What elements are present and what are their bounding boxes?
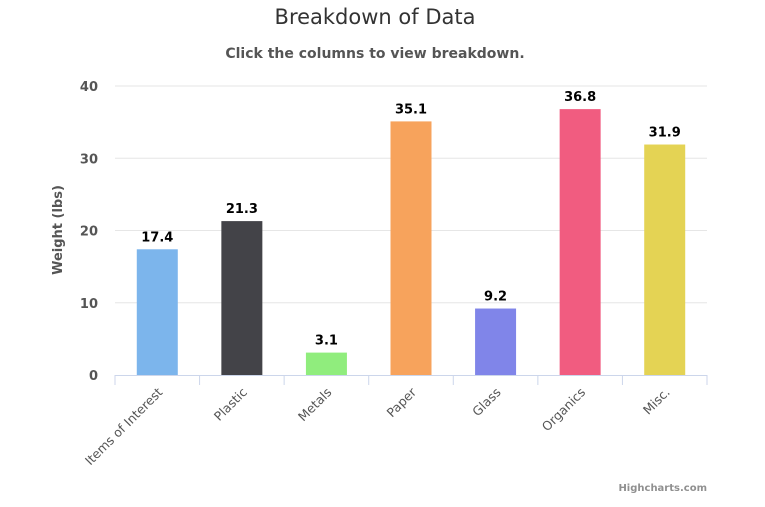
data-labels: 17.4 21.3 3.1 35.1 9.2 36.8 31.9 <box>141 90 681 348</box>
bar-paper[interactable] <box>390 121 432 375</box>
highcharts-credit[interactable]: Highcharts.com <box>618 483 707 494</box>
data-label: 17.4 <box>141 230 173 245</box>
chart-title: Breakdown of Data <box>275 5 476 29</box>
data-label: 3.1 <box>315 334 338 349</box>
y-axis-ticks: 0 10 20 30 40 <box>80 80 98 384</box>
data-label: 21.3 <box>226 202 258 217</box>
y-tick-label: 40 <box>80 80 98 95</box>
y-tick-label: 30 <box>80 152 98 167</box>
data-label: 35.1 <box>395 102 427 117</box>
bars <box>136 109 686 376</box>
x-tick-label: Plastic <box>211 384 250 423</box>
x-axis <box>114 375 708 385</box>
bar-misc[interactable] <box>644 144 686 375</box>
bar-organics[interactable] <box>559 109 601 376</box>
data-label: 31.9 <box>649 126 681 141</box>
bar-metals[interactable] <box>305 352 347 375</box>
x-tick-label: Paper <box>383 384 419 420</box>
y-tick-label: 0 <box>89 369 98 384</box>
x-tick-label: Items of Interest <box>82 384 166 468</box>
x-tick-label: Misc. <box>640 385 673 418</box>
y-axis-label: Weight (lbs) <box>51 185 66 275</box>
x-tick-label: Glass <box>469 385 504 420</box>
bar-glass[interactable] <box>475 308 517 375</box>
bar-items-of-interest[interactable] <box>136 249 178 375</box>
bar-plastic[interactable] <box>221 221 263 375</box>
data-label: 9.2 <box>484 290 507 305</box>
data-label: 36.8 <box>564 90 596 105</box>
x-axis-ticks: Items of Interest Plastic Metals Paper Glass… <box>82 384 673 468</box>
y-tick-label: 20 <box>80 225 98 240</box>
x-tick-label: Organics <box>539 385 589 435</box>
chart-subtitle: Click the columns to view breakdown. <box>225 46 524 62</box>
y-tick-label: 10 <box>80 297 98 312</box>
x-tick-label: Metals <box>295 385 335 425</box>
